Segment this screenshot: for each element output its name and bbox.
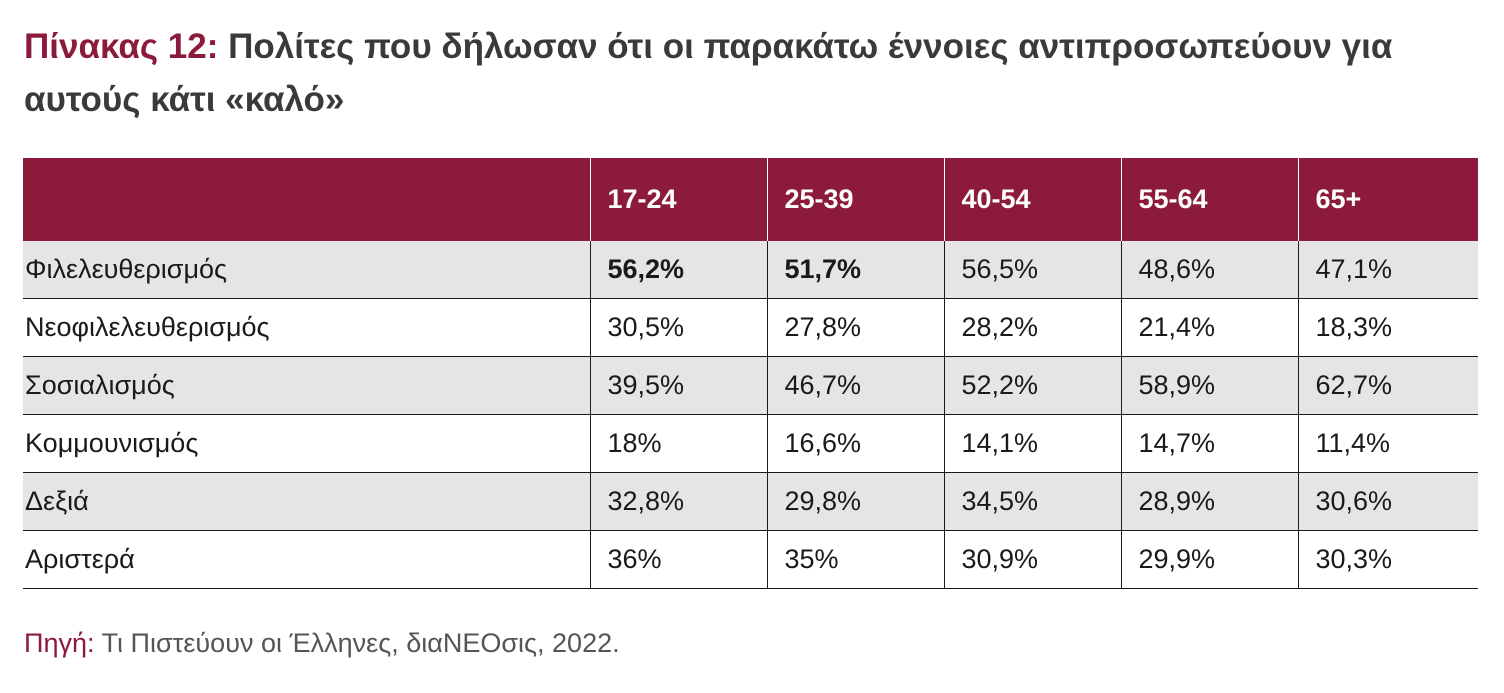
value-cell: 58,9% [1120, 356, 1298, 415]
value-cell: 47,1% [1297, 241, 1478, 299]
value-cell: 30,6% [1297, 472, 1478, 531]
header-cell-25-39: 25-39 [766, 158, 944, 241]
value-cell: 56,2% [589, 241, 767, 299]
table-body: Φιλελευθερισμός 56,2% 51,7% 56,5% 48,6% 47,1%… [23, 241, 1478, 589]
header-cell-65-plus: 65+ [1297, 158, 1478, 241]
value-cell: 14,7% [1120, 414, 1298, 473]
value-cell: 32,8% [589, 472, 767, 531]
header-cell-40-54: 40-54 [943, 158, 1121, 241]
header-cell-17-24: 17-24 [589, 158, 767, 241]
table-header: 17-24 25-39 40-54 55-64 65+ [23, 158, 1478, 241]
value-cell: 27,8% [766, 298, 944, 357]
header-cell-empty [23, 158, 590, 241]
value-cell: 36% [589, 530, 767, 589]
row-label: Κομμουνισμός [23, 414, 590, 473]
value-cell: 34,5% [943, 472, 1121, 531]
row-label: Νεοφιλελευθερισμός [23, 298, 590, 357]
source-note: Πηγή: Τι Πιστεύουν οι Έλληνες, διαΝΕΟσις… [24, 628, 620, 659]
value-cell: 62,7% [1297, 356, 1478, 415]
table-title: Πίνακας 12: Πολίτες που δήλωσαν ότι οι π… [24, 20, 1484, 126]
table-row: Αριστερά 36% 35% 30,9% 29,9% 30,3% [23, 530, 1478, 589]
value-cell: 18% [589, 414, 767, 473]
table-row: Κομμουνισμός 18% 16,6% 14,1% 14,7% 11,4% [23, 414, 1478, 473]
table-row: Νεοφιλελευθερισμός 30,5% 27,8% 28,2% 21,4% 18… [23, 298, 1478, 357]
source-text: Τι Πιστεύουν οι Έλληνες, διαΝΕΟσις, 2022… [101, 628, 620, 658]
row-label: Δεξιά [23, 472, 590, 531]
table-row: Σοσιαλισμός 39,5% 46,7% 52,2% 58,9% 62,7% [23, 356, 1478, 415]
value-cell: 29,8% [766, 472, 944, 531]
value-cell: 28,9% [1120, 472, 1298, 531]
value-cell: 16,6% [766, 414, 944, 473]
value-cell: 48,6% [1120, 241, 1298, 299]
value-cell: 21,4% [1120, 298, 1298, 357]
table-row: Φιλελευθερισμός 56,2% 51,7% 56,5% 48,6% 47,1% [23, 241, 1478, 299]
value-cell: 52,2% [943, 356, 1121, 415]
row-label: Σοσιαλισμός [23, 356, 590, 415]
value-cell: 56,5% [943, 241, 1121, 299]
value-cell: 30,5% [589, 298, 767, 357]
header-cell-55-64: 55-64 [1120, 158, 1298, 241]
value-cell: 51,7% [766, 241, 944, 299]
value-cell: 18,3% [1297, 298, 1478, 357]
value-cell: 35% [766, 530, 944, 589]
row-label: Φιλελευθερισμός [23, 241, 590, 299]
table-number-label: Πίνακας 12: [24, 27, 219, 66]
value-cell: 11,4% [1297, 414, 1478, 473]
row-label: Αριστερά [23, 530, 590, 589]
value-cell: 30,3% [1297, 530, 1478, 589]
value-cell: 39,5% [589, 356, 767, 415]
value-cell: 46,7% [766, 356, 944, 415]
value-cell: 30,9% [943, 530, 1121, 589]
value-cell: 28,2% [943, 298, 1121, 357]
value-cell: 29,9% [1120, 530, 1298, 589]
table-row: Δεξιά 32,8% 29,8% 34,5% 28,9% 30,6% [23, 472, 1478, 531]
value-cell: 14,1% [943, 414, 1121, 473]
data-table: 17-24 25-39 40-54 55-64 65+ Φιλελευθερισ… [23, 158, 1478, 589]
source-label: Πηγή: [24, 628, 95, 658]
table-title-text: Πολίτες που δήλωσαν ότι οι παρακάτω έννο… [24, 27, 1393, 119]
header-row: 17-24 25-39 40-54 55-64 65+ [23, 158, 1478, 241]
